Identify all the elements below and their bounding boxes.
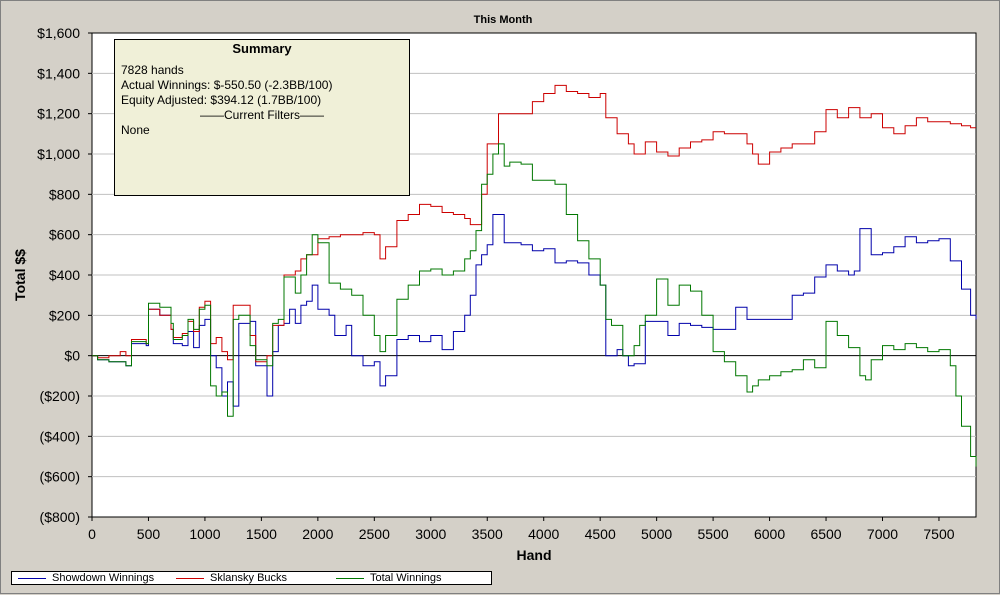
summary-box: Summary 7828 hands Actual Winnings: $-55… xyxy=(114,39,410,196)
legend-label-total: Total Winnings xyxy=(370,572,442,584)
y-tick-label: ($400) xyxy=(40,428,80,444)
y-tick-label: $1,200 xyxy=(37,106,80,122)
y-tick-label: $400 xyxy=(49,267,80,283)
chart-title: This Month xyxy=(474,14,533,26)
x-tick-label: 1000 xyxy=(189,526,220,542)
x-tick-label: 500 xyxy=(137,526,161,542)
series-showdown-winnings-line xyxy=(92,214,977,407)
y-tick-label: $600 xyxy=(49,227,80,243)
x-tick-label: 5000 xyxy=(641,526,672,542)
legend-item-total-winnings: Total Winnings xyxy=(336,572,442,584)
x-tick-label: 7500 xyxy=(923,526,954,542)
x-tick-label: 1500 xyxy=(246,526,277,542)
y-tick-label: $800 xyxy=(49,186,80,202)
x-tick-label: 5500 xyxy=(698,526,729,542)
y-tick-label: $200 xyxy=(49,307,80,323)
summary-filters-value: None xyxy=(121,123,150,137)
legend-item-showdown-winnings: Showdown Winnings xyxy=(18,572,154,584)
summary-title: Summary xyxy=(232,41,292,56)
y-tick-label: ($800) xyxy=(40,509,80,525)
legend-swatch-sklansky xyxy=(176,577,204,579)
x-tick-label: 6000 xyxy=(754,526,785,542)
x-tick-label: 3500 xyxy=(472,526,503,542)
x-tick-label: 3000 xyxy=(415,526,446,542)
y-tick-label: $0 xyxy=(64,348,80,364)
x-tick-label: 4500 xyxy=(585,526,616,542)
x-tick-label: 4000 xyxy=(528,526,559,542)
series-total-winnings-line xyxy=(92,143,977,467)
y-tick-label: ($600) xyxy=(40,469,80,485)
x-tick-label: 2500 xyxy=(359,526,390,542)
legend: Showdown Winnings Sklansky Bucks Total W… xyxy=(11,571,492,585)
legend-label-showdown: Showdown Winnings xyxy=(52,572,155,584)
summary-filters-header: ——Current Filters—— xyxy=(199,108,324,122)
series-sklansky-bucks-line xyxy=(92,84,976,363)
y-tick-label: $1,400 xyxy=(37,65,80,81)
legend-swatch-total xyxy=(336,577,364,579)
summary-hands: 7828 hands xyxy=(121,63,184,77)
y-tick-label: $1,600 xyxy=(37,25,80,41)
y-tick-label: $1,000 xyxy=(37,146,80,162)
x-axis-ticks: 0 500 1000 1500 2000 2500 3000 3500 4000 4500 5000… xyxy=(88,517,955,542)
legend-label-sklansky: Sklansky Bucks xyxy=(210,572,288,584)
summary-equity-adjusted: Equity Adjusted: $394.12 (1.7BB/100) xyxy=(121,93,322,107)
x-axis-label: Hand xyxy=(517,547,552,563)
summary-actual-winnings: Actual Winnings: $-550.50 (-2.3BB/100) xyxy=(121,78,333,92)
x-tick-label: 7000 xyxy=(867,526,898,542)
gridlines xyxy=(92,72,976,478)
x-tick-label: 2000 xyxy=(302,526,333,542)
y-axis-ticks: $1,600 $1,400 $1,200 $1,000 $800 $600 $400 $200… xyxy=(37,25,92,525)
y-tick-label: ($200) xyxy=(40,388,80,404)
legend-swatch-showdown xyxy=(18,577,46,579)
y-axis-label: Total $$ xyxy=(12,249,28,301)
x-tick-label: 6500 xyxy=(810,526,841,542)
series-lines xyxy=(92,84,977,467)
x-tick-label: 0 xyxy=(88,526,96,542)
legend-item-sklansky-bucks: Sklansky Bucks xyxy=(176,572,287,584)
